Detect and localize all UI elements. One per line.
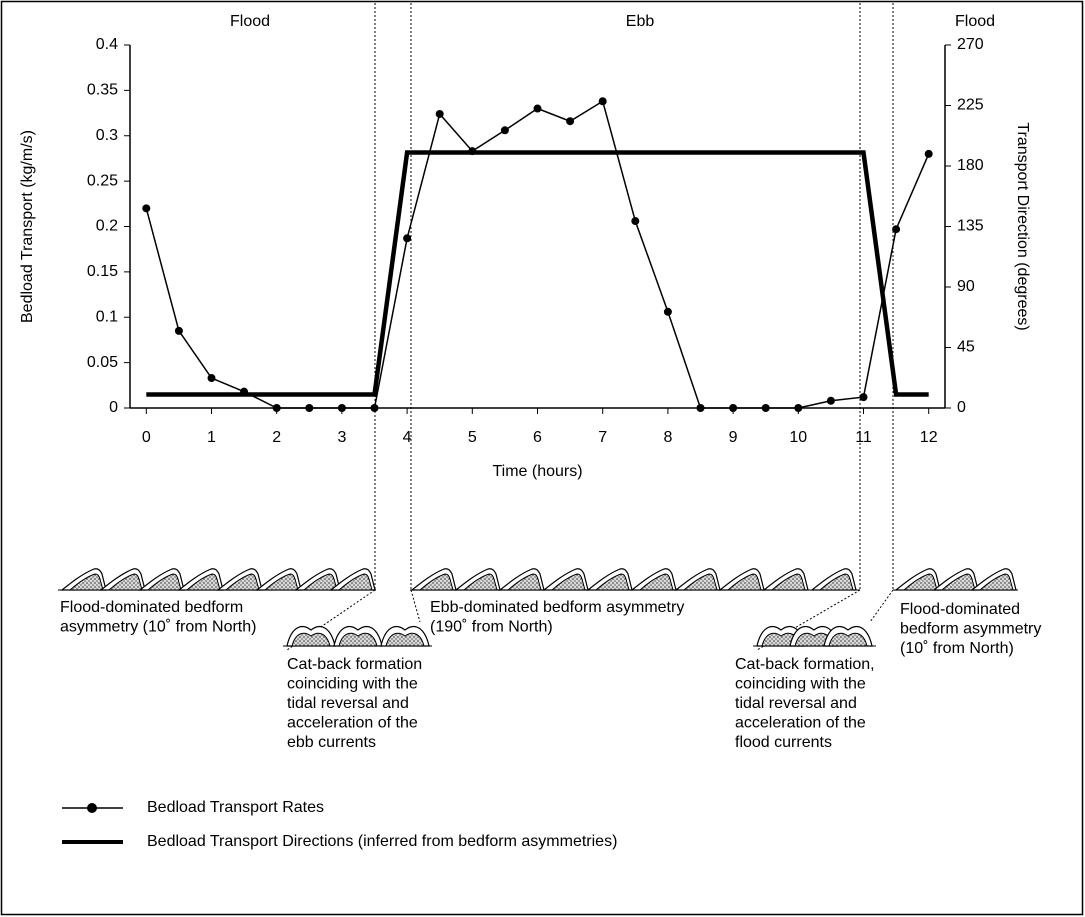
x-tick-label: 11 xyxy=(855,429,872,446)
x-tick-label: 9 xyxy=(729,429,738,446)
y-tick-label: 0.05 xyxy=(87,354,118,371)
bedform-annotation: flood currents xyxy=(735,734,832,751)
rate-point xyxy=(436,110,444,118)
rate-point xyxy=(403,234,411,242)
rate-point xyxy=(142,204,150,212)
y2-tick-label: 135 xyxy=(957,218,984,235)
x-tick-label: 0 xyxy=(142,429,151,446)
rate-point xyxy=(892,225,900,233)
y-tick-label: 0.3 xyxy=(96,127,118,144)
legend-label: Bedload Transport Rates xyxy=(147,799,324,816)
rate-point xyxy=(371,404,379,412)
rate-point xyxy=(208,374,216,382)
bedform-annotation: tidal reversal and xyxy=(735,695,857,712)
page: 00.050.10.150.20.250.30.350.404590135180… xyxy=(0,0,1085,917)
bedform-annotation: (10˚ from North) xyxy=(900,640,1014,657)
y-tick-label: 0.15 xyxy=(87,263,118,280)
rate-point xyxy=(860,393,868,401)
bedform-annotation: coinciding with the xyxy=(735,676,866,693)
y2-axis-title: Transport Direction (degrees) xyxy=(1014,122,1031,330)
x-tick-label: 1 xyxy=(207,429,216,446)
rate-point xyxy=(566,117,574,125)
x-tick-label: 5 xyxy=(468,429,477,446)
phase-label: Ebb xyxy=(626,13,655,30)
x-tick-label: 7 xyxy=(598,429,607,446)
rate-point xyxy=(338,404,346,412)
frame xyxy=(2,2,1083,915)
legend-marker xyxy=(87,803,97,813)
bedform-annotation: (190˚ from North) xyxy=(430,619,553,636)
rate-point xyxy=(305,404,313,412)
rate-point xyxy=(534,105,542,113)
bedform-annotation: coinciding with the xyxy=(287,676,418,693)
y-tick-label: 0.25 xyxy=(87,172,118,189)
y2-tick-label: 225 xyxy=(957,97,984,114)
x-tick-label: 8 xyxy=(663,429,672,446)
y2-tick-label: 90 xyxy=(957,278,975,295)
bedform-annotation: tidal reversal and xyxy=(287,695,409,712)
y2-tick-label: 45 xyxy=(957,339,975,356)
phase-label: Flood xyxy=(230,13,270,30)
rate-point xyxy=(925,150,933,158)
bedform-annotation: acceleration of the xyxy=(735,715,866,732)
rate-point xyxy=(827,397,835,405)
bedform-annotation: bedform asymmetry xyxy=(900,621,1041,638)
bedform-annotation: ebb currents xyxy=(287,734,376,751)
y-axis-title: Bedload Transport (kg/m/s) xyxy=(19,130,36,323)
bedform-annotation: asymmetry (10˚ from North) xyxy=(60,619,256,636)
bedform-annotation: acceleration of the xyxy=(287,715,418,732)
rate-point xyxy=(501,126,509,134)
rate-point xyxy=(175,327,183,335)
y2-tick-label: 270 xyxy=(957,36,984,53)
bedform-annotation: Cat-back formation xyxy=(287,656,422,673)
y-tick-label: 0.4 xyxy=(96,36,118,53)
rate-point xyxy=(631,217,639,225)
rate-point xyxy=(273,404,281,412)
y-tick-label: 0.2 xyxy=(96,218,118,235)
rate-point xyxy=(697,404,705,412)
y2-tick-label: 180 xyxy=(957,157,984,174)
bedform-annotation: Flood-dominated bedform xyxy=(60,599,243,616)
x-axis-title: Time (hours) xyxy=(492,463,582,480)
phase-label: Flood xyxy=(955,13,995,30)
x-tick-label: 6 xyxy=(533,429,542,446)
x-tick-label: 12 xyxy=(920,429,938,446)
bedform-annotation: Flood-dominated xyxy=(900,601,1020,618)
x-tick-label: 4 xyxy=(403,429,412,446)
y-tick-label: 0.1 xyxy=(96,308,118,325)
x-tick-label: 10 xyxy=(789,429,807,446)
bedform-annotation: Ebb-dominated bedform asymmetry xyxy=(430,599,684,616)
x-tick-label: 2 xyxy=(272,429,281,446)
y2-tick-label: 0 xyxy=(957,399,966,416)
rate-point xyxy=(794,404,802,412)
rate-point xyxy=(599,97,607,105)
figure: 00.050.10.150.20.250.30.350.404590135180… xyxy=(0,0,1085,917)
y-tick-label: 0.35 xyxy=(87,82,118,99)
rate-point xyxy=(762,404,770,412)
y-tick-label: 0 xyxy=(109,399,118,416)
rate-point xyxy=(729,404,737,412)
x-tick-label: 3 xyxy=(337,429,346,446)
bedform-annotation: Cat-back formation, xyxy=(735,656,875,673)
legend-label: Bedload Transport Directions (inferred f… xyxy=(147,833,617,850)
rate-point xyxy=(664,308,672,316)
